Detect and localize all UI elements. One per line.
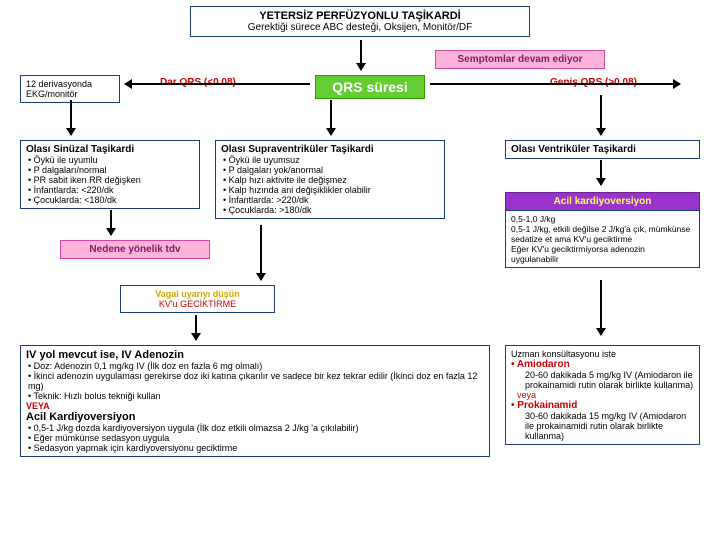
- acil-cv-body: 0,5-1,0 J/kg 0,5-1 J/kg, etkili değilse …: [505, 210, 700, 268]
- list-item: Teknik: Hızlı bolus tekniği kullan: [28, 391, 484, 401]
- iv-block: IV yol mevcut ise, IV Adenozin Doz: Aden…: [20, 345, 490, 457]
- svt-list: Öykü ile uyumsuz P dalgaları yok/anormal…: [221, 155, 439, 215]
- arrow-icon: [430, 83, 680, 85]
- arrow-icon: [195, 315, 197, 340]
- vt-box: Olası Ventriküler Taşikardi: [505, 140, 700, 159]
- arrow-icon: [125, 83, 310, 85]
- list-item: PR sabit iken RR değişken: [28, 175, 194, 185]
- arrow-icon: [330, 100, 332, 135]
- arrow-icon: [110, 210, 112, 235]
- iv-veya: VEYA: [26, 401, 484, 411]
- sinus-heading: Olası Sinüzal Taşikardi: [26, 144, 194, 155]
- list-item: İnfantlarda: >220/dk: [223, 195, 439, 205]
- qrs-duration-box: QRS süresi: [315, 75, 425, 99]
- acil-cv-heading: Acil kardiyoversiyon: [505, 192, 700, 211]
- list-item: P dalgaları/normal: [28, 165, 194, 175]
- consult-amio-body: 20-60 dakikada 5 mg/kg IV (Amiodaron ile…: [511, 370, 694, 390]
- arrow-icon: [360, 40, 362, 70]
- consult-line1: Uzman konsültasyonu iste: [511, 349, 694, 359]
- iv-list2: 0,5-1 J/kg dozda kardiyoversiyon uygula …: [26, 423, 484, 453]
- list-item: Çocuklarda: <180/dk: [28, 195, 194, 205]
- sinus-box: Olası Sinüzal Taşikardi Öykü ile uyumlu …: [20, 140, 200, 209]
- vagal-line2: KV'u GECİKTİRME: [126, 299, 269, 309]
- consult-proc: • Prokainamid: [511, 400, 694, 411]
- arrow-icon: [600, 160, 602, 185]
- consult-block: Uzman konsültasyonu iste • Amiodaron 20-…: [505, 345, 700, 445]
- arrow-icon: [260, 225, 262, 280]
- leads-box: 12 derivasyonda EKG/monitör: [20, 75, 120, 103]
- list-item: Öykü ile uyumlu: [28, 155, 194, 165]
- symptoms-box: Semptomlar devam ediyor: [435, 50, 605, 69]
- title-line1: YETERSİZ PERFÜZYONLU TAŞİKARDİ: [196, 10, 524, 22]
- iv-list: Doz: Adenozin 0,1 mg/kg IV (İlk doz en f…: [26, 361, 484, 401]
- list-item: P dalgaları yok/anormal: [223, 165, 439, 175]
- list-item: İkinci adenozin uygulaması gerekirse doz…: [28, 371, 484, 391]
- list-item: Doz: Adenozin 0,1 mg/kg IV (İlk doz en f…: [28, 361, 484, 371]
- list-item: İnfantlarda: <220/dk: [28, 185, 194, 195]
- iv-heading2: Acil Kardiyoversiyon: [26, 411, 484, 423]
- vt-heading: Olası Ventriküler Taşikardi: [511, 144, 694, 155]
- arrow-icon: [600, 95, 602, 135]
- list-item: Eğer mümkünse sedasyon uygula: [28, 433, 484, 443]
- list-item: Öykü ile uyumsuz: [223, 155, 439, 165]
- list-item: Kalp hızında ani değişiklikler olabilir: [223, 185, 439, 195]
- title-line2: Gerektiği sürece ABC desteği, Oksijen, M…: [196, 22, 524, 33]
- consult-veya: veya: [511, 390, 694, 400]
- cause-box: Nedene yönelik tdv: [60, 240, 210, 259]
- arrow-icon: [600, 280, 602, 335]
- title-box: YETERSİZ PERFÜZYONLU TAŞİKARDİ Gerektiği…: [190, 6, 530, 37]
- sinus-list: Öykü ile uyumlu P dalgaları/normal PR sa…: [26, 155, 194, 205]
- vagal-box: Vagal uyarıyı düşün KV'u GECİKTİRME: [120, 285, 275, 313]
- vagal-line1: Vagal uyarıyı düşün: [126, 289, 269, 299]
- list-item: Kalp hızı aktivite ile değişmez: [223, 175, 439, 185]
- consult-proc-body: 30-60 dakikada 15 mg/kg IV (Amiodaron il…: [511, 411, 694, 441]
- arrow-icon: [70, 100, 72, 135]
- svt-heading: Olası Supraventriküler Taşikardi: [221, 144, 439, 155]
- iv-heading: IV yol mevcut ise, IV Adenozin: [26, 349, 484, 361]
- svt-box: Olası Supraventriküler Taşikardi Öykü il…: [215, 140, 445, 219]
- list-item: 0,5-1 J/kg dozda kardiyoversiyon uygula …: [28, 423, 484, 433]
- list-item: Çocuklarda: >180/dk: [223, 205, 439, 215]
- consult-amio: • Amiodaron: [511, 359, 694, 370]
- list-item: Sedasyon yapmak için kardiyoversiyonu ge…: [28, 443, 484, 453]
